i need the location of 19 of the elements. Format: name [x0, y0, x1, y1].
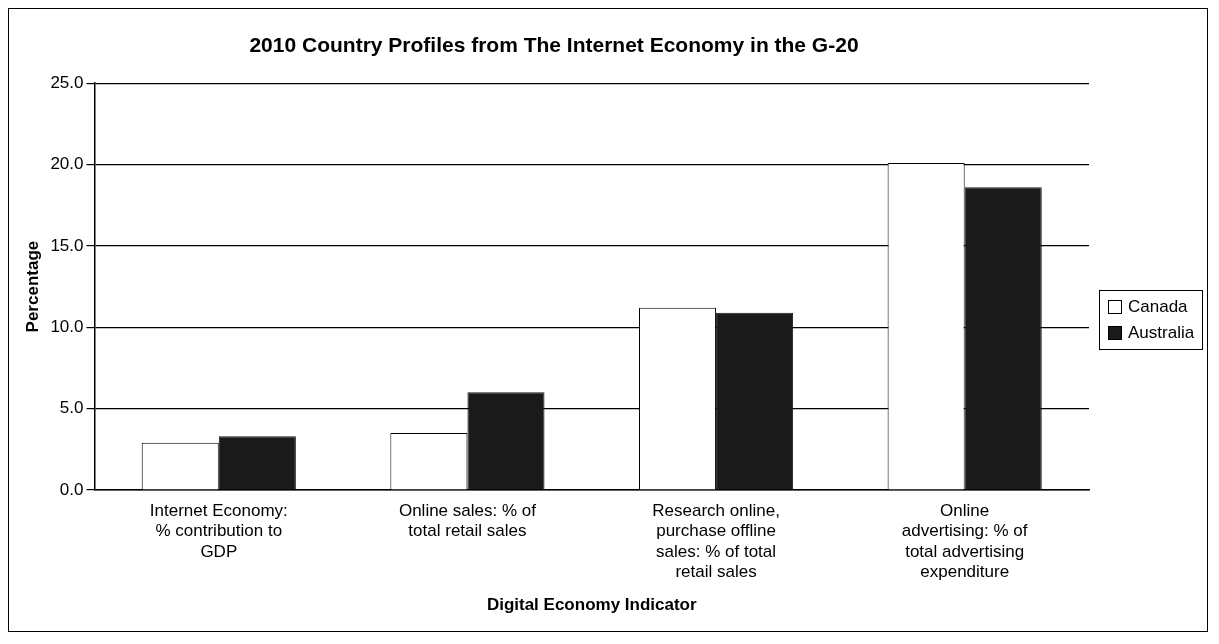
chart-title: 2010 Country Profiles from The Internet Economy in the G-20 [249, 33, 859, 57]
x-tick-label: Research online, purchase offline sales: % of total retail sales [652, 500, 780, 582]
x-tick-label: Online advertising: % of total advertising expenditure [901, 500, 1028, 582]
x-tick-label: Internet Economy: % contribution to GDP [149, 500, 288, 561]
bar [964, 187, 1042, 490]
x-axis-title: Digital Economy Indicator [486, 595, 697, 615]
y-tick-label: 15.0 [50, 235, 84, 255]
bar [467, 392, 545, 490]
text: Canada [1128, 297, 1188, 317]
x-tick-label: Online sales: % of total retail sales [398, 500, 537, 541]
legend-label: Australia [1128, 323, 1195, 343]
y-tick-label: 5.0 [59, 398, 84, 418]
y-tick-label: 20.0 [50, 154, 84, 174]
y-tick-label: 0.0 [59, 479, 84, 499]
bar [716, 312, 794, 490]
y-axis-title: Percentage [22, 240, 42, 333]
bar [218, 436, 296, 490]
y-tick-label: 10.0 [50, 316, 84, 336]
y-tick-label: 25.0 [50, 72, 84, 92]
